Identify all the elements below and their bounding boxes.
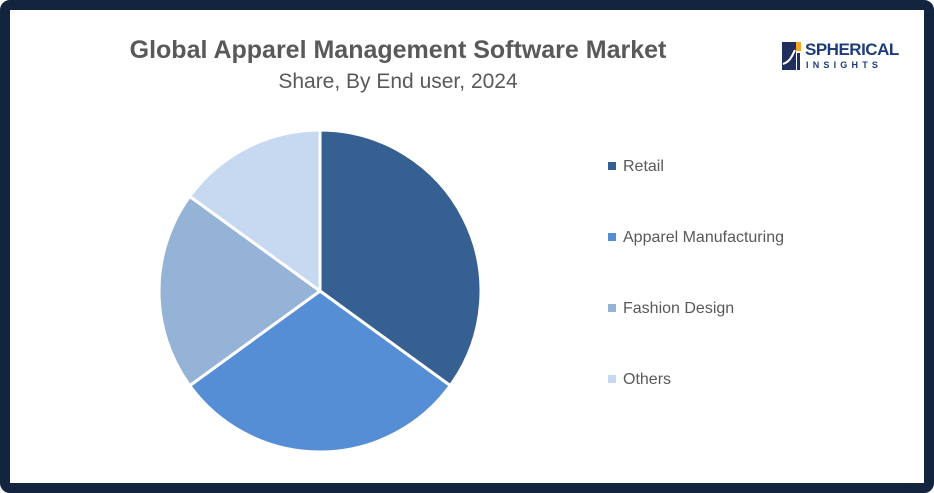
pie-slice-retail	[318, 128, 483, 388]
pie-chart	[157, 128, 483, 454]
legend-swatch-icon	[608, 162, 616, 170]
legend-swatch-icon	[608, 304, 616, 312]
logo-mark-icon	[782, 42, 801, 70]
legend-swatch-icon	[608, 375, 616, 383]
logo-text-secondary: INSIGHTS	[806, 60, 883, 70]
legend-item-others: Others	[608, 371, 671, 389]
chart-title: Global Apparel Management Software Marke…	[129, 36, 667, 64]
legend-swatch-icon	[608, 233, 616, 241]
chart-subtitle: Share, By End user, 2024	[278, 70, 518, 93]
spherical-insights-logo: SPHERICAL INSIGHTS	[782, 32, 899, 78]
pie-slice-fashion-design	[157, 194, 323, 388]
pie-slice-apparel-manufacturing	[187, 289, 453, 454]
legend-label: Retail	[623, 158, 664, 175]
legend-label: Others	[623, 371, 672, 388]
legend-item-fashion-design: Fashion Design	[608, 300, 734, 318]
pie-slice-others	[187, 128, 322, 294]
legend-item-retail: Retail	[608, 158, 664, 176]
legend-label: Fashion Design	[623, 300, 735, 317]
legend-label: Apparel Manufacturing	[623, 229, 784, 246]
legend-item-apparel-manufacturing: Apparel Manufacturing	[608, 229, 784, 247]
logo-text-primary: SPHERICAL	[805, 40, 899, 59]
